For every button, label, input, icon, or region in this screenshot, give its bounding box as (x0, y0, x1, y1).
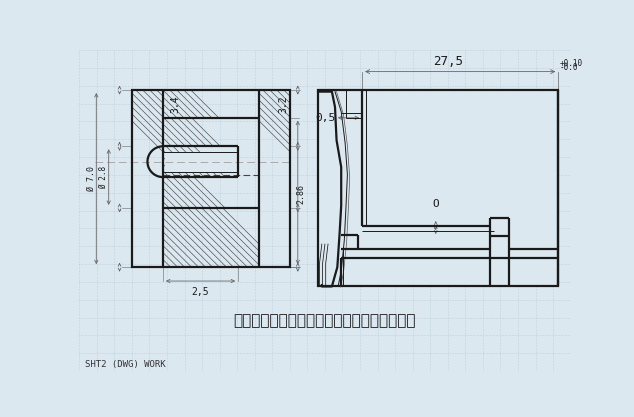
Text: 0,5: 0,5 (316, 113, 336, 123)
Text: 2.86: 2.86 (297, 184, 306, 204)
Text: -0.0: -0.0 (560, 63, 578, 72)
Bar (132, 90, 290, 267)
Text: 3.4: 3.4 (171, 95, 180, 113)
Bar (163, 146, 238, 177)
Bar (318, 90, 558, 286)
Bar (164, 153, 238, 173)
Text: 2,5: 2,5 (191, 287, 209, 297)
Text: +0.10: +0.10 (560, 59, 583, 68)
Text: 3.2: 3.2 (278, 95, 288, 113)
Text: SHT2 (DWG) WORK: SHT2 (DWG) WORK (86, 360, 166, 369)
Text: 图示的几个数值对于三星电视机均为标准设计: 图示的几个数值对于三星电视机均为标准设计 (234, 314, 416, 329)
Text: O: O (432, 199, 439, 209)
Text: 27,5: 27,5 (434, 55, 463, 68)
Text: Ø 7.0: Ø 7.0 (86, 166, 95, 191)
Text: Ø 2.8: Ø 2.8 (99, 166, 108, 188)
